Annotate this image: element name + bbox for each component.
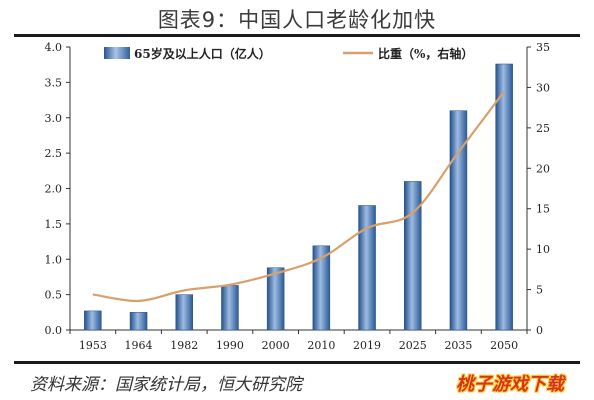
x-tick-label: 2050	[490, 339, 518, 352]
x-tick-label: 2025	[399, 339, 427, 352]
source-note: 资料来源：国家统计局，恒大研究院	[30, 375, 302, 395]
left-tick-label: 3.0	[45, 112, 63, 125]
legend-bar-label: 65岁及以上人口（亿人）	[134, 46, 271, 61]
bar-2019	[358, 205, 376, 331]
right-tick-label: 35	[536, 41, 550, 54]
bar-2010	[312, 245, 331, 331]
left-tick-label: 0.0	[45, 324, 63, 337]
right-tick-label: 20	[536, 162, 550, 175]
right-tick-label: 0	[536, 324, 543, 337]
x-tick-label: 1990	[216, 339, 244, 352]
left-tick-label: 4.0	[45, 41, 63, 54]
x-tick-label: 2019	[353, 339, 381, 352]
left-tick-label: 0.5	[45, 289, 63, 302]
right-tick-label: 30	[536, 81, 550, 94]
watermark-logo: 桃子游戏下载	[456, 374, 564, 395]
legend-line-label: 比重（%，右轴）	[378, 46, 473, 61]
x-tick-label: 1953	[79, 339, 107, 352]
x-tick-label: 1982	[170, 339, 198, 352]
right-tick-label: 10	[536, 243, 550, 256]
chart-axes: 0.0 0.5 1.0 1.5 2.0 2.5 3.0 3.5 4.0 0 5 10 15 20 25 30 3…	[45, 41, 551, 337]
bar-1953	[84, 310, 102, 331]
share-line-path	[92, 90, 506, 302]
x-tick-label: 1964	[125, 339, 153, 352]
x-tick-label: 2000	[262, 339, 290, 352]
left-tick-label: 3.5	[45, 76, 63, 89]
bar-2000	[266, 267, 285, 331]
legend-bar-swatch	[104, 47, 130, 59]
bar-1982	[175, 294, 193, 331]
bar-1964	[129, 312, 148, 331]
x-tick-label: 2035	[444, 339, 472, 352]
bottom-rule	[14, 361, 580, 364]
bar-2035	[449, 110, 468, 331]
legend: 65岁及以上人口（亿人） 比重（%，右轴）	[104, 46, 473, 61]
line-series	[92, 90, 506, 302]
bar-series	[84, 63, 513, 331]
right-tick-label: 5	[536, 284, 543, 297]
x-tick-label: 2010	[307, 339, 335, 352]
x-tick-labels: 1953 1964 1982 1990 2000 2010 2019 2025 2035 2050	[79, 339, 518, 352]
bar-2050	[495, 63, 513, 331]
right-tick-label: 25	[536, 122, 550, 135]
left-tick-label: 1.0	[45, 253, 63, 266]
left-tick-label: 1.5	[45, 218, 63, 231]
left-tick-label: 2.5	[45, 147, 63, 160]
right-tick-label: 15	[536, 203, 550, 216]
bar-2025	[404, 181, 422, 331]
top-rule	[14, 34, 580, 37]
bar-1990	[221, 285, 239, 331]
left-tick-label: 2.0	[45, 183, 63, 196]
chart-title: 图表9：中国人口老龄化加快	[157, 8, 437, 32]
